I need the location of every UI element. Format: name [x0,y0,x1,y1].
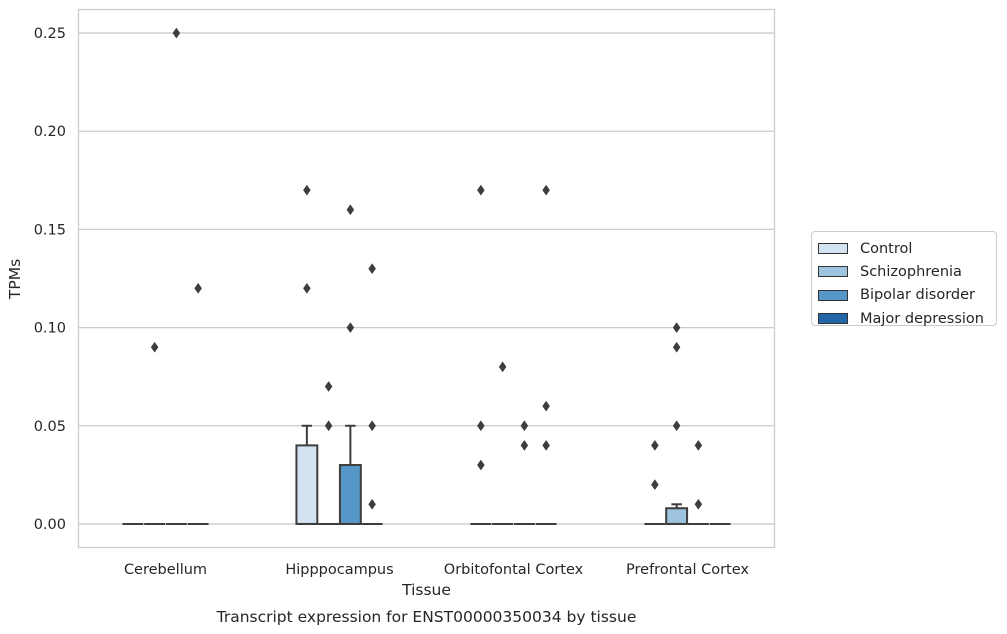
outlier-point [672,341,681,353]
outlier-point [694,439,703,451]
outlier-point [477,184,485,196]
legend-item: Control [818,237,990,260]
outlier-point [542,400,550,412]
box-body [338,464,362,525]
x-tick-label: Cerebellum [124,562,207,578]
y-tick-label: 0.15 [34,222,66,238]
outlier-point [672,322,681,334]
outlier-point [324,381,333,392]
outlier-point [651,439,659,451]
x-tick-label: Hipppocampus [285,562,393,578]
plot-area-frame [77,8,776,549]
box-bipolar-disorder [338,204,362,525]
legend-swatch [818,243,848,255]
x-tick-label: Orbitofontal Cortex [444,562,584,578]
outlier-point [542,439,550,451]
box-bipolar-disorder [165,27,187,525]
box-bipolar-disorder [687,439,709,525]
y-axis-label: TPMs [6,259,24,300]
outlier-point [194,282,202,294]
box-schizophrenia [665,322,689,525]
legend-item: Major depression [818,307,990,330]
x-tick-labels: Cerebellum Hipppocampus Orbitofontal Corte… [124,562,749,578]
legend-item: Bipolar disorder [818,284,990,307]
legend-swatch [818,266,848,278]
outlier-point [498,361,507,373]
box-schizophrenia [318,381,340,525]
box-control [644,439,666,525]
y-tick-label: 0.25 [34,26,66,42]
legend-item: Schizophrenia [818,260,990,283]
y-tick-label: 0.05 [34,419,66,435]
box-control [295,184,319,525]
outlier-point [346,204,355,216]
y-tick-label: 0.00 [34,517,66,533]
outlier-point [520,420,529,432]
y-tick-label: 0.20 [34,124,66,140]
chart-caption: Transcript expression for ENST0000035003… [216,608,637,626]
outlier-point [368,498,376,510]
x-tick-label: Prefrontal Cortex [626,562,749,578]
outlier-point [672,420,681,432]
outlier-point [368,263,376,275]
x-axis-label: Tissue [401,581,451,599]
outlier-point [651,479,659,491]
outlier-point [520,439,529,451]
box-control [470,184,492,525]
outlier-point [346,322,355,334]
outlier-point [150,341,159,353]
legend-label: Bipolar disorder [860,287,975,304]
legend-swatch [818,289,848,301]
legend: Control Schizophrenia Bipolar disorder Majo… [811,231,997,327]
box-body [295,444,319,525]
outlier-point [542,184,550,196]
outlier-point [368,420,376,432]
box-marks [122,27,731,525]
outlier-point [303,184,311,196]
outlier-point [303,282,311,294]
legend-swatch [818,313,848,325]
outlier-point [324,420,333,432]
outlier-point [694,498,703,510]
box-schizophrenia [144,341,166,525]
legend-label: Schizophrenia [860,263,962,280]
grid-lines [78,32,775,525]
box-bipolar-disorder [513,420,535,525]
box-major-depression [187,282,209,525]
y-tick-label: 0.10 [34,321,66,337]
outlier-point [477,420,485,432]
box-schizophrenia [492,361,514,525]
box-major-depression [535,184,557,525]
legend-label: Major depression [860,310,984,327]
y-tick-labels: 0.00 0.05 0.10 0.15 0.20 0.25 [34,26,66,533]
outlier-point [172,27,181,39]
box-major-depression [361,263,383,525]
legend-label: Control [860,240,913,257]
outlier-point [477,459,485,471]
box-body [665,507,689,525]
